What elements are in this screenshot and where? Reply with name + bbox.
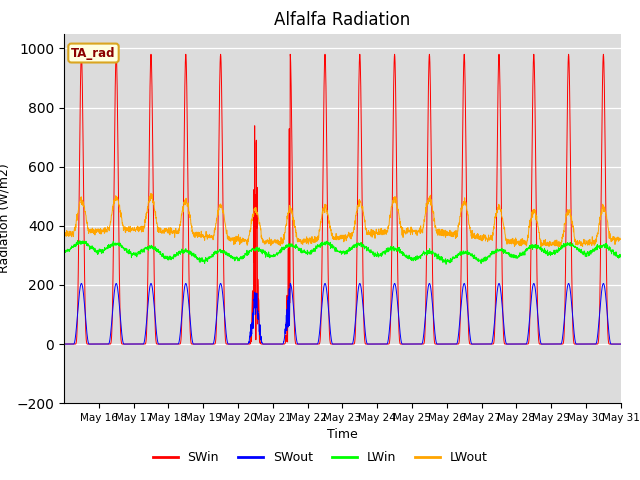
SWout xyxy=(376,341,384,347)
LWout xyxy=(116,202,124,208)
LWin xyxy=(442,262,450,267)
SWin xyxy=(77,51,85,57)
LWin xyxy=(617,254,625,260)
Legend: SWin, SWout, LWin, LWout: SWin, SWout, LWin, LWout xyxy=(147,446,493,469)
SWin xyxy=(541,341,549,347)
Y-axis label: Radiation (W/m2): Radiation (W/m2) xyxy=(0,164,11,273)
LWin xyxy=(60,248,68,253)
SWin xyxy=(116,300,124,306)
Line: LWin: LWin xyxy=(64,240,621,264)
Line: LWout: LWout xyxy=(64,193,621,247)
LWin xyxy=(74,238,81,243)
LWin xyxy=(542,251,550,257)
SWin xyxy=(510,341,518,347)
LWout xyxy=(542,242,550,248)
LWin xyxy=(376,252,384,258)
Title: Alfalfa Radiation: Alfalfa Radiation xyxy=(275,11,410,29)
Line: SWout: SWout xyxy=(64,284,621,344)
LWout xyxy=(236,237,244,242)
LWin xyxy=(609,247,617,252)
SWout xyxy=(236,341,244,347)
LWout xyxy=(510,239,518,244)
X-axis label: Time: Time xyxy=(327,429,358,442)
LWout xyxy=(376,232,384,238)
SWin xyxy=(609,341,617,347)
LWout xyxy=(609,234,617,240)
LWin xyxy=(510,252,518,258)
SWout xyxy=(541,341,549,347)
LWout xyxy=(617,237,625,242)
SWout xyxy=(617,341,625,347)
LWin xyxy=(236,255,244,261)
SWin xyxy=(60,341,68,347)
LWout xyxy=(60,231,68,237)
LWin xyxy=(116,243,124,249)
Text: TA_rad: TA_rad xyxy=(71,47,116,60)
SWout xyxy=(116,308,124,314)
SWin xyxy=(376,341,384,347)
Line: SWin: SWin xyxy=(64,54,621,344)
SWin xyxy=(236,341,244,347)
LWout xyxy=(511,244,518,250)
SWout xyxy=(609,341,617,347)
SWin xyxy=(617,341,625,347)
SWout xyxy=(510,341,518,347)
LWout xyxy=(147,191,155,196)
SWout xyxy=(60,341,68,347)
SWout xyxy=(77,281,85,287)
